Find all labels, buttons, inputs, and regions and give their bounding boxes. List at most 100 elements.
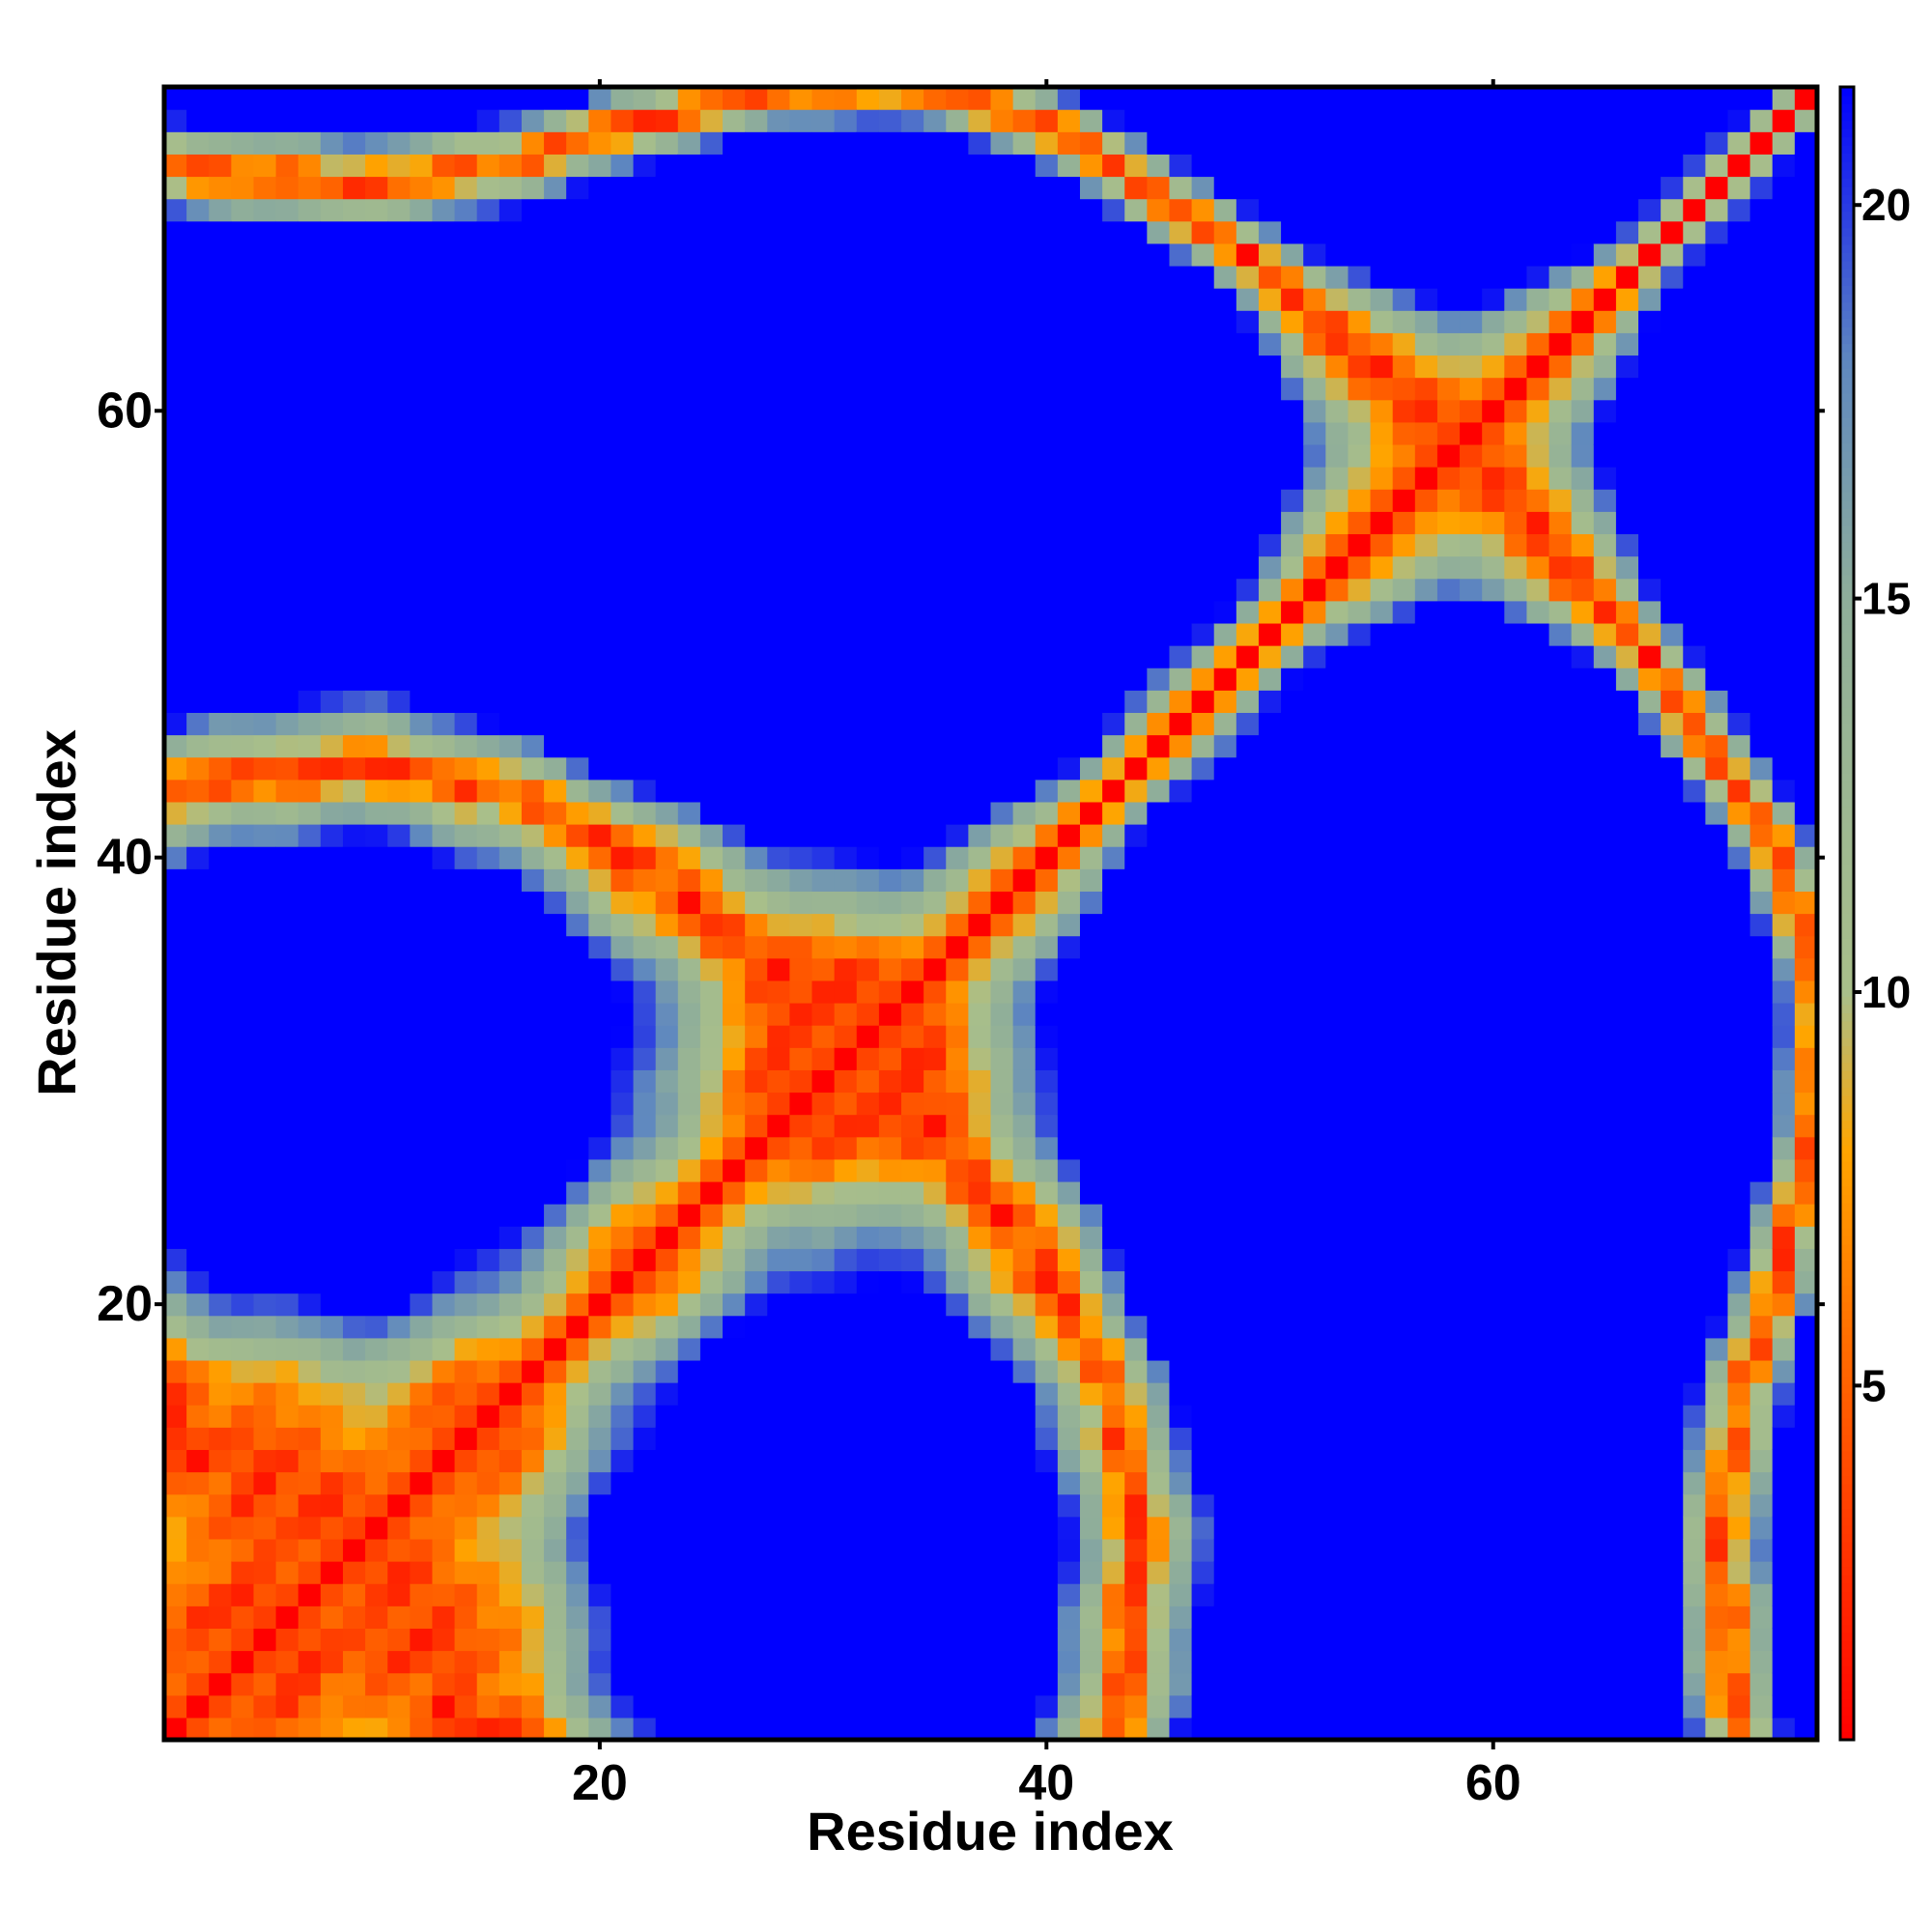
heatmap-cell — [767, 645, 790, 668]
heatmap-cell — [1593, 1561, 1617, 1584]
heatmap-cell — [498, 310, 523, 333]
heatmap-cell — [1348, 1672, 1372, 1696]
heatmap-cell — [1258, 198, 1282, 222]
heatmap-cell — [544, 1382, 567, 1406]
heatmap-cell — [856, 332, 880, 356]
heatmap-cell — [923, 1025, 947, 1048]
heatmap-cell — [1615, 288, 1639, 311]
heatmap-cell — [1325, 1293, 1350, 1317]
heatmap-cell — [856, 645, 880, 668]
heatmap-cell — [1548, 779, 1573, 803]
heatmap-cell — [454, 846, 478, 869]
heatmap-cell — [1414, 1092, 1438, 1116]
heatmap-cell — [655, 131, 679, 155]
heatmap-cell — [745, 690, 768, 713]
heatmap-cell — [1548, 1114, 1573, 1138]
heatmap-cell — [1325, 533, 1350, 557]
heatmap-cell — [633, 690, 657, 713]
heatmap-cell — [878, 555, 902, 580]
heatmap-cell — [432, 1694, 456, 1719]
heatmap-cell — [253, 1628, 277, 1652]
heatmap-cell — [275, 421, 299, 445]
heatmap-cell — [365, 645, 388, 668]
heatmap-cell — [1057, 712, 1081, 736]
heatmap-cell — [1436, 1717, 1461, 1741]
heatmap-cell — [1482, 1694, 1505, 1719]
heatmap-cell — [1035, 1315, 1059, 1339]
heatmap-cell — [387, 668, 411, 691]
heatmap-cell — [811, 1628, 836, 1652]
heatmap-cell — [1414, 332, 1438, 356]
heatmap-cell — [498, 712, 523, 736]
heatmap-cell — [856, 1672, 880, 1696]
heatmap-cell — [1392, 1180, 1416, 1205]
heatmap-cell — [1436, 868, 1461, 892]
heatmap-cell — [1236, 377, 1260, 401]
heatmap-cell — [946, 467, 969, 490]
heatmap-cell — [365, 1471, 388, 1495]
heatmap-cell — [1035, 1694, 1059, 1719]
heatmap-cell — [298, 846, 322, 869]
heatmap-cell — [1482, 1293, 1505, 1317]
heatmap-cell — [1436, 1270, 1461, 1294]
heatmap-cell — [544, 980, 567, 1004]
heatmap-cell — [1460, 1136, 1483, 1160]
heatmap-cell — [1504, 1204, 1528, 1227]
heatmap-cell — [454, 1025, 478, 1048]
heatmap-cell — [1370, 600, 1394, 624]
heatmap-cell — [1615, 1359, 1639, 1383]
heatmap-cell — [298, 1002, 322, 1026]
heatmap-cell — [342, 355, 366, 379]
heatmap-cell — [253, 1204, 277, 1227]
heatmap-cell — [186, 443, 210, 468]
heatmap-cell — [901, 265, 924, 289]
heatmap-cell — [946, 421, 969, 445]
heatmap-cell — [1057, 935, 1081, 959]
heatmap-cell — [1102, 668, 1125, 691]
heatmap-cell — [1661, 1158, 1684, 1182]
heatmap-cell — [275, 668, 299, 691]
heatmap-cell — [1191, 1069, 1215, 1094]
heatmap-cell — [677, 980, 701, 1004]
heatmap-cell — [1236, 846, 1260, 869]
heatmap-cell — [298, 1583, 322, 1606]
heatmap-cell — [1057, 1270, 1081, 1294]
heatmap-cell — [1035, 622, 1059, 646]
heatmap-cell — [164, 712, 187, 736]
heatmap-cell — [298, 868, 322, 892]
heatmap-cell — [1191, 1204, 1215, 1227]
heatmap-cell — [1102, 533, 1125, 557]
heatmap-cell — [209, 1628, 232, 1652]
heatmap-cell — [946, 1002, 969, 1026]
heatmap-cell — [878, 355, 902, 379]
heatmap-cell — [1615, 1471, 1639, 1495]
heatmap-cell — [1281, 511, 1304, 535]
heatmap-cell — [387, 1561, 411, 1584]
heatmap-cell — [655, 622, 679, 646]
heatmap-cell — [1236, 779, 1260, 803]
heatmap-cell — [1661, 957, 1684, 981]
heatmap-cell — [745, 1717, 768, 1741]
heatmap-cell — [611, 1069, 635, 1094]
heatmap-cell — [231, 1025, 255, 1048]
heatmap-cell — [454, 801, 478, 825]
heatmap-cell — [186, 131, 210, 155]
heatmap-cell — [275, 288, 299, 311]
heatmap-cell — [320, 756, 344, 781]
heatmap-cell — [611, 1248, 635, 1272]
heatmap-cell — [164, 1449, 187, 1473]
heatmap-cell — [1102, 288, 1125, 311]
heatmap-cell — [1147, 399, 1171, 423]
heatmap-cell — [1191, 779, 1215, 803]
heatmap-cell — [342, 443, 366, 468]
heatmap-cell — [209, 87, 232, 110]
heatmap-cell — [186, 980, 210, 1004]
heatmap-cell — [856, 600, 880, 624]
heatmap-cell — [1281, 1405, 1304, 1428]
heatmap-cell — [231, 913, 255, 937]
heatmap-cell — [298, 1136, 322, 1160]
heatmap-cell — [1593, 242, 1617, 267]
heatmap-cell — [1414, 1538, 1438, 1562]
heatmap-cell — [164, 846, 187, 869]
heatmap-cell — [209, 824, 232, 847]
